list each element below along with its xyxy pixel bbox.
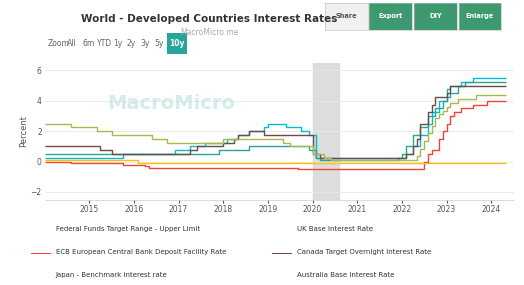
- Text: Enlarge: Enlarge: [466, 13, 494, 19]
- Text: YTD: YTD: [97, 39, 113, 48]
- Text: UK Base Interest Rate: UK Base Interest Rate: [297, 226, 373, 233]
- Text: Share: Share: [335, 13, 357, 19]
- Text: Export: Export: [379, 13, 403, 19]
- Y-axis label: Percent: Percent: [19, 115, 28, 147]
- Text: 5y: 5y: [154, 39, 163, 48]
- Bar: [312, 63, 340, 200]
- Text: 3y: 3y: [140, 39, 150, 48]
- Text: All: All: [67, 39, 77, 48]
- Text: Australia Base Interest Rate: Australia Base Interest Rate: [297, 272, 394, 278]
- Text: Federal Funds Target Range - Upper Limit: Federal Funds Target Range - Upper Limit: [56, 226, 200, 233]
- Text: 6m: 6m: [83, 39, 95, 48]
- Text: Japan - Benchmark interest rate: Japan - Benchmark interest rate: [56, 272, 167, 278]
- Text: DIY: DIY: [429, 13, 442, 19]
- Text: Canada Target Overnight Interest Rate: Canada Target Overnight Interest Rate: [297, 249, 431, 255]
- Text: 10y: 10y: [169, 39, 184, 48]
- Text: MacroMicro.me: MacroMicro.me: [180, 28, 239, 37]
- Text: 2y: 2y: [127, 39, 136, 48]
- Text: MacroMicro: MacroMicro: [107, 94, 235, 113]
- Text: 1y: 1y: [113, 39, 123, 48]
- Text: World - Developed Countries Interest Rates: World - Developed Countries Interest Rat…: [81, 13, 338, 24]
- Text: Zoom: Zoom: [47, 39, 69, 48]
- Text: ECB European Central Bank Deposit Facility Rate: ECB European Central Bank Deposit Facili…: [56, 249, 226, 255]
